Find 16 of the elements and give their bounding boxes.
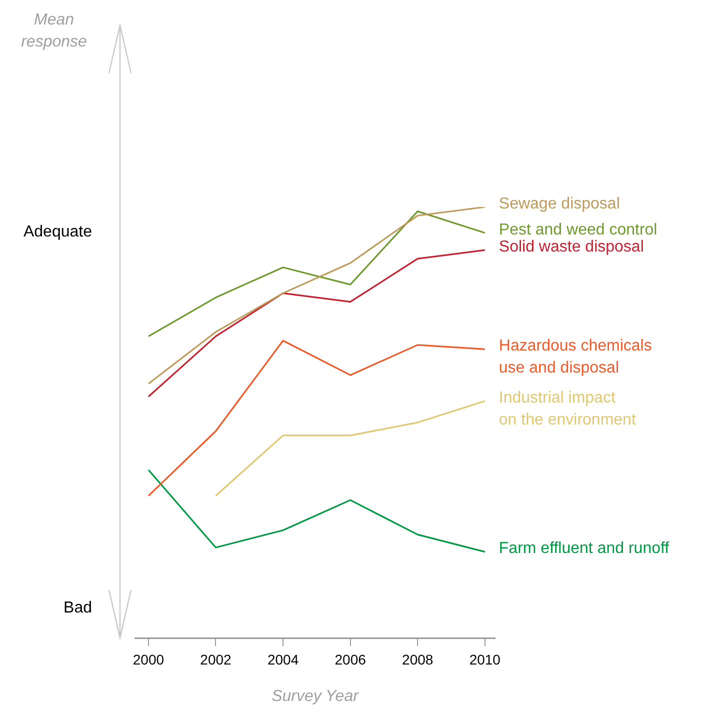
series-label: Farm effluent and runoff <box>498 540 670 558</box>
x-tick-label: 2004 <box>267 651 299 668</box>
series-label: Sewage disposal <box>498 195 620 212</box>
x-axis-title: Survey Year <box>272 688 360 705</box>
x-tick-label: 2010 <box>469 651 501 668</box>
x-tick-label: 2008 <box>402 651 434 668</box>
x-tick-label: 2002 <box>200 651 232 668</box>
x-tick-label: 2000 <box>132 651 164 668</box>
series-label: Solid waste disposal <box>498 238 644 256</box>
x-tick-label: 2006 <box>334 651 366 668</box>
series-label: Industrial impact on the environment <box>498 389 636 428</box>
series-label: Pest and weed control <box>498 221 658 238</box>
text: Bad <box>64 599 92 616</box>
text: Mean response <box>21 11 88 50</box>
series-label: Hazardous chemicals use and disposal <box>498 338 652 377</box>
text: Adequate <box>23 223 92 240</box>
